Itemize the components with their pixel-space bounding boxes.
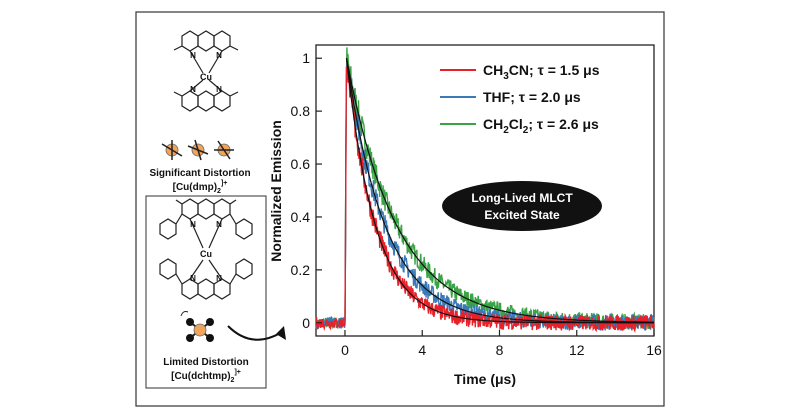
x-tick-label: 0 (341, 342, 349, 358)
n-atom-label: N (190, 85, 196, 94)
y-tick-label: 0 (302, 315, 310, 331)
y-tick-label: 0.8 (291, 103, 311, 119)
y-tick-label: 1 (302, 50, 310, 66)
legend-label: CH3CN; τ = 1.5 μs (483, 62, 600, 82)
left-panel: Cu N N N N Significant Distortion [Cu(dm… (145, 30, 286, 389)
top-caption-line1: Significant Distortion (149, 168, 250, 179)
limited-distortion-box (145, 195, 267, 389)
fit-curve (345, 58, 654, 324)
n-atom-label: N (216, 51, 222, 60)
significant-distortion-icon (161, 139, 234, 161)
cu-atom-label-top: Cu (200, 72, 212, 82)
chart-legend: CH3CN; τ = 1.5 μs THF; τ = 2.0 μs CH2Cl2; … (440, 62, 600, 136)
chart-fits (345, 58, 654, 324)
bottom-caption-line1: Limited Distortion (163, 357, 249, 368)
n-atom-label: N (216, 274, 222, 283)
annotation-line2: Excited State (484, 208, 560, 222)
n-atom-label: N (190, 274, 196, 283)
annotation-line1: Long-Lived MLCT (471, 191, 573, 205)
bottom-caption-line2: [Cu(dchtmp)2]+ (171, 369, 241, 384)
series-trace (315, 66, 655, 334)
legend-label: CH2Cl2; τ = 2.6 μs (483, 116, 599, 136)
n-atom-label: N (190, 220, 196, 229)
arrow-head-icon (276, 326, 286, 340)
arrow-to-chart-icon (227, 325, 283, 341)
figure-border (135, 11, 665, 407)
x-tick-label: 4 (418, 342, 426, 358)
y-axis-label: Normalized Emission (268, 120, 284, 262)
fit-curve (345, 58, 654, 323)
n-atom-label: N (216, 220, 222, 229)
legend-label: THF; τ = 2.0 μs (483, 89, 581, 105)
n-atom-label: N (190, 51, 196, 60)
cu-atom-label-bottom: Cu (200, 249, 212, 259)
n-atom-label: N (216, 85, 222, 94)
x-tick-label: 12 (569, 342, 585, 358)
y-tick-label: 0.4 (291, 209, 311, 225)
cu-dmp-structure (173, 30, 239, 112)
series-trace (315, 63, 655, 331)
x-tick-label: 16 (646, 342, 662, 358)
top-caption-line2: [Cu(dmp)2]+ (173, 180, 228, 195)
x-axis: 0 4 8 12 16 (341, 330, 662, 358)
decay-chart: 0 4 8 12 16 0 0.2 0.4 0.6 0.8 1 Normalized Emissi… (268, 44, 662, 387)
y-tick-label: 0.6 (291, 156, 311, 172)
x-axis-label: Time (μs) (454, 371, 516, 387)
cu-dchtmp-structure (159, 198, 253, 300)
y-tick-label: 0.2 (291, 262, 311, 278)
x-tick-label: 8 (496, 342, 504, 358)
chart-traces (315, 47, 655, 334)
limited-distortion-icon (180, 311, 214, 342)
y-axis: 0 0.2 0.4 0.6 0.8 1 (291, 50, 322, 331)
annotation-ellipse (442, 181, 602, 231)
